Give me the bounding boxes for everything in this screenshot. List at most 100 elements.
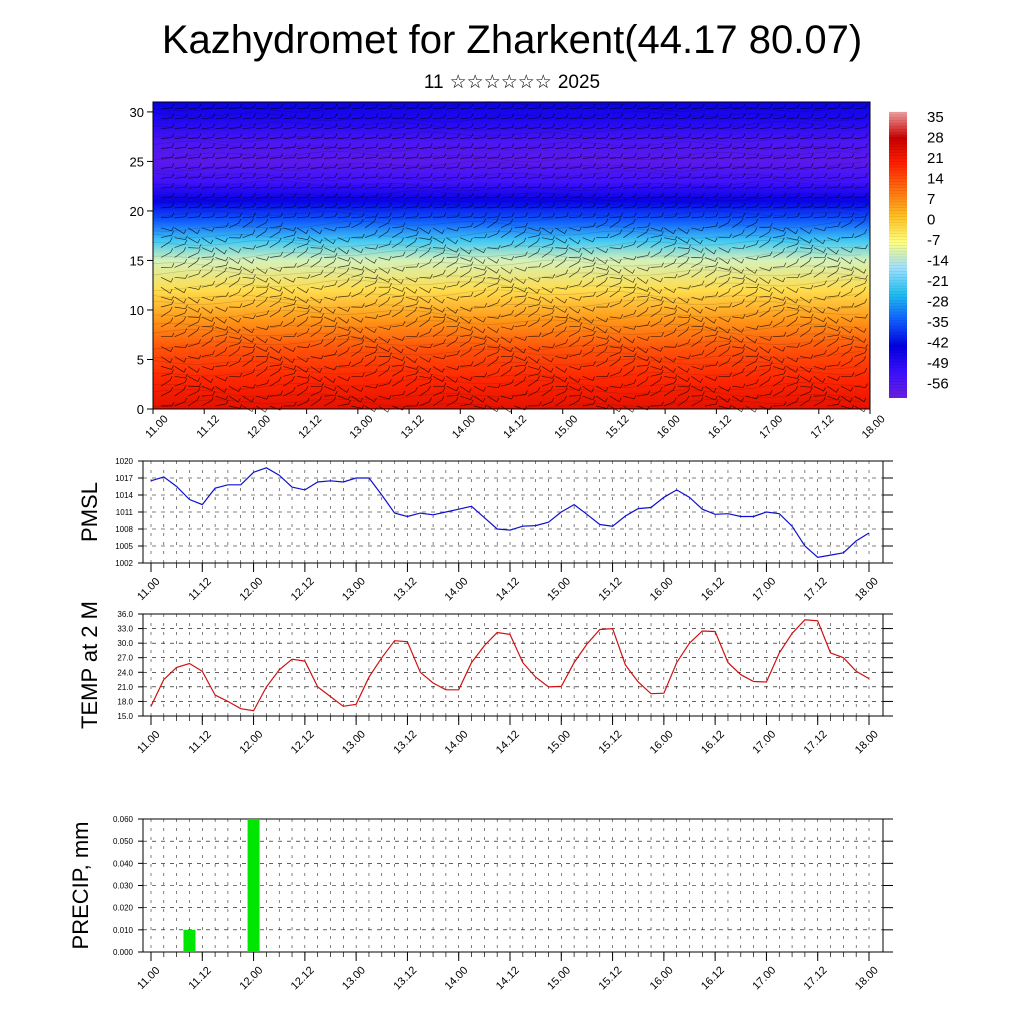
- wind-barb: [555, 237, 568, 244]
- wind-barb: [609, 244, 624, 250]
- wind-barb: [283, 182, 297, 189]
- wind-barb: [188, 227, 200, 235]
- x-tick-label: 16.00: [655, 413, 683, 441]
- wind-barb: [446, 322, 460, 328]
- wind-barb: [718, 133, 732, 139]
- x-tick-label: 15.00: [545, 728, 573, 756]
- wind-barb: [704, 163, 719, 169]
- wind-barb: [188, 133, 202, 139]
- wind-barb: [596, 103, 610, 110]
- wind-barbs: [160, 103, 868, 413]
- wind-barb: [691, 192, 705, 199]
- wind-barb: [351, 372, 365, 378]
- wind-barb: [609, 286, 622, 298]
- wind-barb: [432, 387, 446, 397]
- wind-barb: [487, 257, 500, 264]
- wind-barb: [840, 113, 855, 120]
- wind-barb: [786, 343, 800, 348]
- wind-barb: [310, 227, 323, 235]
- wind-barb: [160, 306, 173, 318]
- wind-barb: [609, 343, 624, 349]
- wind-barb: [827, 306, 840, 312]
- wind-barb: [582, 336, 595, 347]
- wind-barb: [650, 332, 664, 338]
- wind-barb: [228, 316, 242, 323]
- wind-barb: [174, 153, 188, 159]
- wind-barb: [568, 258, 582, 268]
- wind-barb: [664, 296, 676, 304]
- wind-barb: [623, 103, 637, 110]
- wind-barb: [269, 321, 284, 328]
- wind-barb: [759, 153, 773, 159]
- wind-barb: [228, 103, 243, 110]
- wind-barb: [473, 288, 487, 298]
- wind-barb: [623, 182, 637, 189]
- wind-barb: [188, 113, 202, 120]
- wind-barb: [704, 326, 718, 332]
- wind-barb: [364, 343, 379, 349]
- wind-barb: [473, 357, 487, 367]
- wind-barb: [460, 182, 474, 189]
- wind-barb: [691, 163, 705, 169]
- wind-barb: [215, 182, 229, 189]
- wind-barb: [664, 374, 678, 379]
- wind-barb: [351, 257, 363, 265]
- x-tick-label: 12.12: [289, 964, 317, 992]
- wind-barb: [718, 339, 732, 347]
- wind-barb: [596, 385, 609, 392]
- wind-barb: [460, 103, 474, 110]
- wind-barb: [460, 330, 474, 338]
- wind-barb: [160, 202, 175, 209]
- wind-barb: [609, 133, 624, 139]
- wind-barb: [405, 369, 419, 377]
- wind-barb: [160, 103, 175, 110]
- wind-barb: [364, 229, 378, 239]
- wind-barb: [188, 257, 200, 268]
- wind-barb: [786, 286, 799, 293]
- wind-barb: [460, 261, 474, 268]
- wind-barb: [351, 182, 365, 189]
- wind-barb: [324, 391, 338, 397]
- wind-barb: [242, 123, 256, 130]
- wind-barb: [351, 143, 365, 149]
- wind-barb: [528, 376, 540, 387]
- wind-barb: [800, 306, 813, 313]
- wind-barb: [528, 231, 542, 239]
- wind-barb: [704, 346, 717, 357]
- wind-barb: [813, 258, 826, 268]
- wind-barb: [487, 395, 500, 403]
- wind-barb: [215, 212, 229, 219]
- wind-barb: [188, 313, 202, 318]
- wind-barb: [800, 326, 812, 337]
- wind-barb: [256, 182, 270, 189]
- wind-barb: [582, 361, 596, 367]
- wind-barb: [174, 235, 188, 240]
- wind-barb: [623, 309, 637, 318]
- wind-barb: [813, 253, 828, 258]
- wind-barb: [378, 276, 391, 283]
- wind-barb: [541, 309, 555, 318]
- wind-barb: [732, 286, 744, 298]
- wind-barb: [704, 143, 719, 149]
- wind-barb: [555, 306, 568, 313]
- wind-barb: [215, 256, 229, 262]
- wind-barb: [677, 395, 690, 407]
- wind-barb: [745, 240, 759, 248]
- wind-barb: [161, 401, 175, 407]
- wind-barb: [269, 227, 282, 239]
- wind-barb: [215, 399, 229, 407]
- wind-barb: [759, 292, 773, 298]
- wind-barb: [650, 248, 663, 258]
- wind-barb: [188, 192, 202, 199]
- wind-barb: [188, 269, 202, 278]
- x-tick-label: 14.00: [443, 728, 471, 756]
- x-tick-label: 11.12: [186, 576, 213, 603]
- wind-barb: [745, 143, 760, 149]
- wind-barb: [296, 373, 311, 379]
- wind-barb: [460, 375, 473, 382]
- wind-barb: [296, 202, 311, 209]
- wind-barb: [772, 262, 787, 268]
- wind-barb: [704, 267, 717, 278]
- wind-barb: [732, 182, 746, 189]
